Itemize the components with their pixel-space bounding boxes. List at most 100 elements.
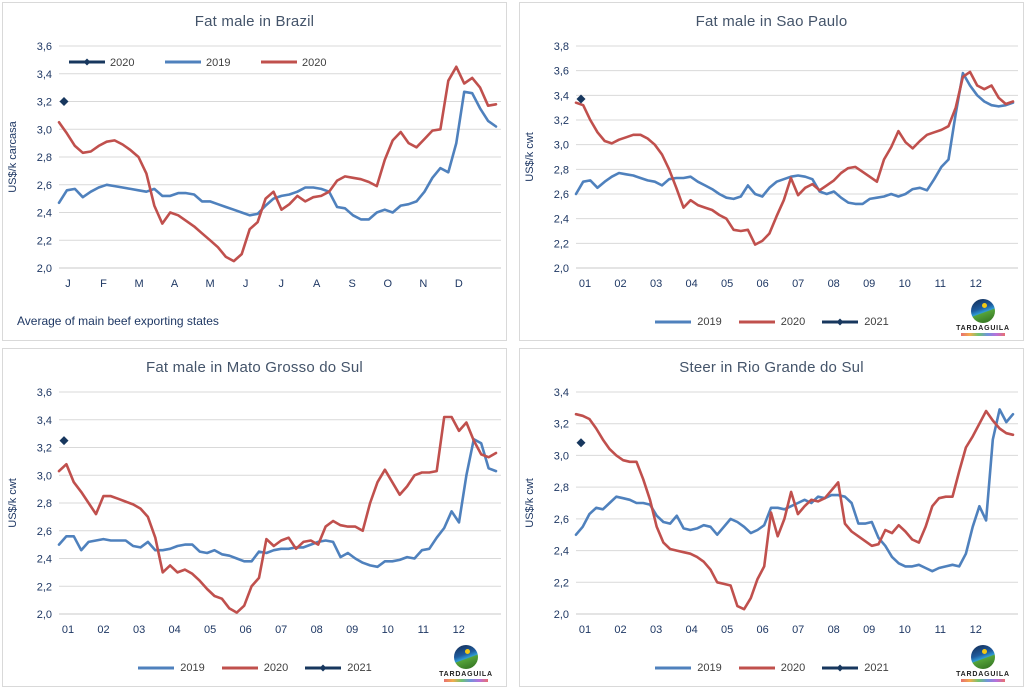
chart-panel-steer-rio-grande-do-sul: Steer in Rio Grande do Sul 3,4 3,2 3,0 2,8 2… bbox=[519, 348, 1024, 687]
y-tick-label: 2,6 bbox=[37, 180, 52, 192]
x-tick-label: F bbox=[100, 278, 107, 290]
x-tick-label: 08 bbox=[828, 278, 840, 290]
x-tick-label: 09 bbox=[863, 278, 875, 290]
y-tick-label: 3,8 bbox=[554, 41, 569, 53]
chart-title: Fat male in Mato Grosso do Sul bbox=[146, 359, 363, 376]
legend-swatch-2019 bbox=[138, 666, 175, 670]
x-tick-label: 05 bbox=[721, 624, 733, 636]
legend-swatch-2021 bbox=[822, 318, 859, 326]
x-tick-label: S bbox=[349, 278, 356, 290]
x-tick-label: 07 bbox=[275, 624, 287, 636]
legend-swatch-2020 bbox=[738, 320, 775, 324]
chart-legend: 2019 2020 2021 bbox=[3, 662, 506, 674]
x-tick-label: 09 bbox=[863, 624, 875, 636]
legend-marker-diamond bbox=[319, 664, 327, 672]
chart-panel-fat-male-sao-paulo: Fat male in Sao Paulo 3,8 3,6 3,4 3,2 3,0 2,8… bbox=[519, 2, 1024, 341]
legend-label: 2020 bbox=[780, 316, 806, 328]
globe-icon bbox=[971, 299, 995, 323]
series-line-2020 bbox=[57, 415, 498, 614]
x-tick-label: M bbox=[135, 278, 144, 290]
x-tick-label: 10 bbox=[899, 278, 911, 290]
y-tick-label: 2,8 bbox=[554, 164, 569, 176]
y-tick-label: 2,0 bbox=[554, 609, 569, 621]
chart-title: Fat male in Brazil bbox=[194, 13, 315, 30]
legend-label: 2019 bbox=[180, 662, 205, 674]
x-tick-label: 04 bbox=[685, 278, 697, 290]
y-tick-label: 2,2 bbox=[37, 581, 52, 593]
globe-icon bbox=[971, 645, 995, 669]
marker-diamond-2021 bbox=[576, 438, 586, 448]
y-tick-label: 2,2 bbox=[554, 577, 569, 589]
legend-label: 2020 bbox=[110, 57, 134, 69]
y-tick-label: 3,0 bbox=[554, 450, 569, 462]
series-line-2020 bbox=[57, 65, 498, 263]
legend-marker-diamond bbox=[836, 664, 844, 672]
y-tick-label: 3,4 bbox=[554, 387, 569, 399]
y-tick-label: 2,4 bbox=[37, 554, 52, 566]
y-tick-label: 2,4 bbox=[37, 208, 52, 220]
x-tick-label: M bbox=[206, 278, 215, 290]
legend-label: 2019 bbox=[697, 316, 722, 328]
legend-label: 2020 bbox=[263, 662, 289, 674]
tardaguila-logo: TARDAGUILA bbox=[438, 645, 494, 682]
series-line-2019 bbox=[57, 437, 498, 569]
tardaguila-logo: TARDAGUILA bbox=[955, 645, 1011, 682]
x-tick-label: 12 bbox=[970, 624, 982, 636]
y-tick-label: 3,4 bbox=[554, 90, 569, 102]
y-tick-label: 3,4 bbox=[37, 415, 52, 427]
x-tick-label: D bbox=[455, 278, 463, 290]
y-tick-label: 2,0 bbox=[37, 263, 52, 275]
y-tick-label: 3,2 bbox=[37, 97, 52, 109]
y-tick-label: 2,8 bbox=[37, 498, 52, 510]
y-tick-label: 3,6 bbox=[554, 66, 569, 78]
x-tick-label: 03 bbox=[650, 278, 662, 290]
legend-item-2020: 2020 bbox=[738, 316, 805, 328]
y-axis-title: US$/k cwt bbox=[524, 478, 536, 528]
x-tick-label: J bbox=[243, 278, 249, 290]
series-line-2019 bbox=[574, 71, 1015, 206]
legend-item-2021: 2021 bbox=[821, 316, 889, 328]
marker-diamond-2021 bbox=[576, 94, 586, 104]
legend-swatch-2019 bbox=[655, 320, 692, 324]
x-tick-label: O bbox=[384, 278, 393, 290]
y-tick-label: 2,6 bbox=[554, 189, 569, 201]
x-tick-label: 02 bbox=[97, 624, 109, 636]
chart-legend: 2019 2020 2021 bbox=[520, 662, 1023, 674]
x-tick-label: 10 bbox=[382, 624, 394, 636]
y-axis-title: US$/k carcasa bbox=[7, 120, 19, 192]
y-tick-label: 3,2 bbox=[37, 443, 52, 455]
logo-wordmark: TARDAGUILA bbox=[956, 325, 1010, 332]
series-line-2019 bbox=[57, 90, 498, 221]
y-tick-label: 2,2 bbox=[554, 238, 569, 250]
x-tick-label: 01 bbox=[579, 278, 591, 290]
legend-item-2019: 2019 bbox=[654, 662, 722, 674]
y-tick-label: 2,2 bbox=[37, 235, 52, 247]
y-tick-label: 3,0 bbox=[554, 140, 569, 152]
legend-marker-diamond bbox=[83, 58, 91, 66]
legend-swatch-2020 bbox=[738, 666, 775, 670]
x-tick-label: A bbox=[313, 278, 321, 290]
x-tick-label: 06 bbox=[756, 624, 768, 636]
line-chart-mato-grosso-do-sul: 3,6 3,4 3,2 3,0 2,8 2,6 2,4 2,2 2,0 01 02 03 04 05 06 0… bbox=[7, 387, 501, 636]
legend-label: 2021 bbox=[864, 662, 889, 674]
legend-swatch-2021 bbox=[305, 664, 342, 672]
series-line-2020 bbox=[574, 70, 1015, 246]
x-tick-label: 03 bbox=[133, 624, 145, 636]
x-tick-label: 12 bbox=[453, 624, 465, 636]
x-tick-label: 10 bbox=[899, 624, 911, 636]
logo-color-strip bbox=[961, 679, 1005, 682]
y-tick-label: 3,2 bbox=[554, 419, 569, 431]
y-tick-label: 3,0 bbox=[37, 124, 52, 136]
legend-label: 2019 bbox=[206, 57, 230, 69]
legend-item-2020: 2020 bbox=[221, 662, 288, 674]
x-tick-label: 01 bbox=[579, 624, 591, 636]
chart-title: Steer in Rio Grande do Sul bbox=[679, 359, 864, 376]
legend-swatch-2021 bbox=[822, 664, 859, 672]
x-tick-label: J bbox=[278, 278, 284, 290]
legend-label: 2021 bbox=[347, 662, 372, 674]
x-tick-label: 03 bbox=[650, 624, 662, 636]
legend-label: 2020 bbox=[302, 57, 326, 69]
legend-item-2021: 2021 bbox=[821, 662, 889, 674]
y-tick-label: 3,6 bbox=[37, 41, 52, 53]
x-tick-label: 11 bbox=[418, 624, 429, 636]
